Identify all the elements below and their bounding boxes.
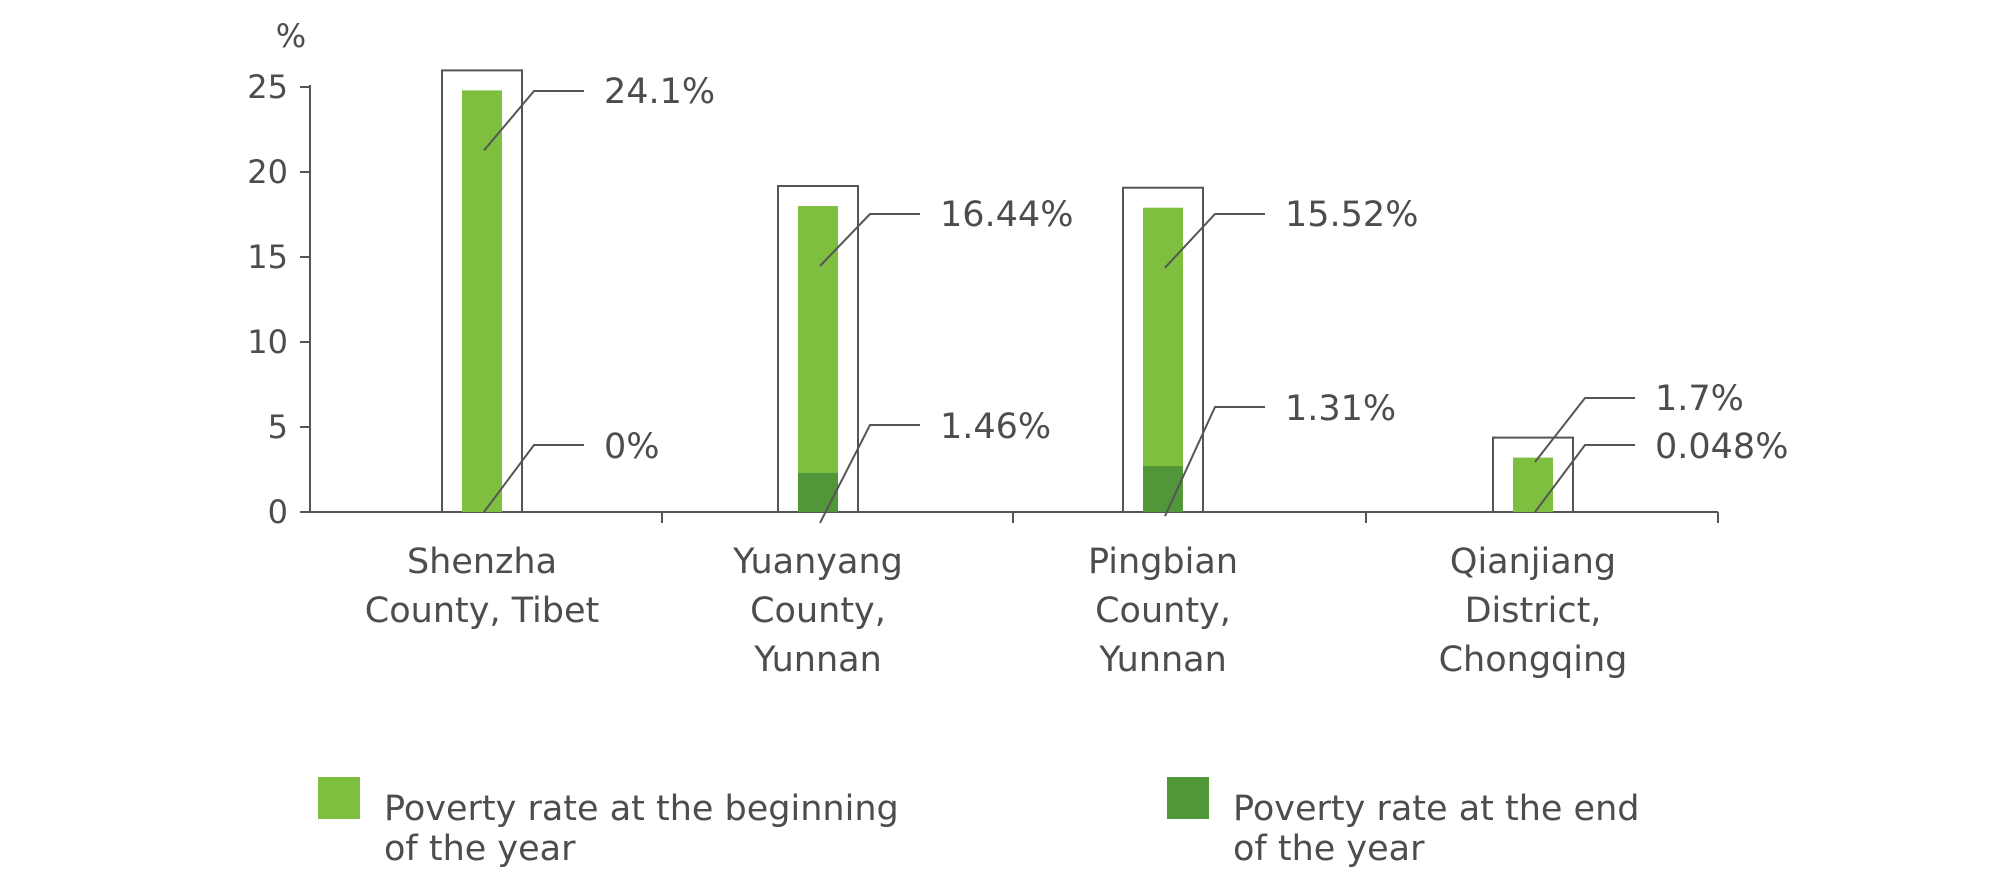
category-label: County, bbox=[1095, 591, 1231, 631]
legend-label: of the year bbox=[384, 829, 576, 869]
leader-line-beginning bbox=[819, 213, 920, 267]
leader-line-end bbox=[483, 444, 584, 513]
y-tick-label: 0 bbox=[268, 493, 288, 531]
data-label-end: 0% bbox=[604, 427, 660, 467]
legend-swatch bbox=[318, 777, 360, 819]
category-label: Chongqing bbox=[1439, 640, 1628, 680]
category-label: County, Tibet bbox=[365, 591, 599, 631]
data-label-beginning: 15.52% bbox=[1285, 195, 1418, 235]
y-tick-label: 25 bbox=[247, 68, 288, 106]
leader-line-beginning bbox=[1164, 213, 1265, 269]
category-labels: Shenzha County, Tibet Yuanyang County, Yunna… bbox=[365, 542, 1628, 680]
bar-beginning bbox=[1513, 457, 1553, 512]
y-tick-label: 15 bbox=[247, 238, 288, 276]
data-labels: 24.1% 0% 16.44% 1.46% 15.52% 1.31% 1.7% 0.048% bbox=[483, 72, 1788, 524]
leader-line-beginning bbox=[1534, 397, 1635, 463]
legend-label: Poverty rate at the beginning bbox=[384, 789, 899, 829]
category-label: District, bbox=[1465, 591, 1602, 631]
axes: 0 5 10 15 20 25% bbox=[247, 17, 1719, 531]
data-label-beginning: 1.7% bbox=[1655, 379, 1744, 419]
leader-line-end bbox=[1164, 406, 1265, 517]
data-label-end: 0.048% bbox=[1655, 427, 1788, 467]
category-label: Pingbian bbox=[1088, 542, 1238, 582]
data-label-end: 1.46% bbox=[940, 407, 1051, 447]
bars bbox=[441, 69, 1574, 514]
bar-beginning bbox=[798, 206, 838, 512]
bar-end bbox=[798, 472, 838, 512]
bar-beginning bbox=[1143, 207, 1183, 512]
category-label: Qianjiang bbox=[1450, 542, 1616, 582]
data-label-beginning: 24.1% bbox=[604, 72, 715, 112]
legend-label: Poverty rate at the end bbox=[1233, 789, 1639, 829]
legend-swatch bbox=[1167, 777, 1209, 819]
leader-line-end bbox=[1534, 444, 1635, 513]
y-tick-label: 5 bbox=[268, 408, 288, 446]
y-tick-label: 10 bbox=[247, 323, 288, 361]
category-label: Yunnan bbox=[753, 640, 882, 680]
data-label-end: 1.31% bbox=[1285, 389, 1396, 429]
leader-line-beginning bbox=[483, 90, 584, 152]
legend-label: of the year bbox=[1233, 829, 1425, 869]
data-label-beginning: 16.44% bbox=[940, 195, 1073, 235]
leader-line-end bbox=[819, 424, 920, 524]
category-label: Yuanyang bbox=[732, 542, 903, 582]
bar-beginning bbox=[462, 90, 502, 513]
category-label: Yunnan bbox=[1098, 640, 1227, 680]
y-tick-label: 20 bbox=[247, 153, 288, 191]
category-label: County, bbox=[750, 591, 886, 631]
y-unit-label: % bbox=[276, 17, 306, 55]
category-label: Shenzha bbox=[407, 542, 557, 582]
